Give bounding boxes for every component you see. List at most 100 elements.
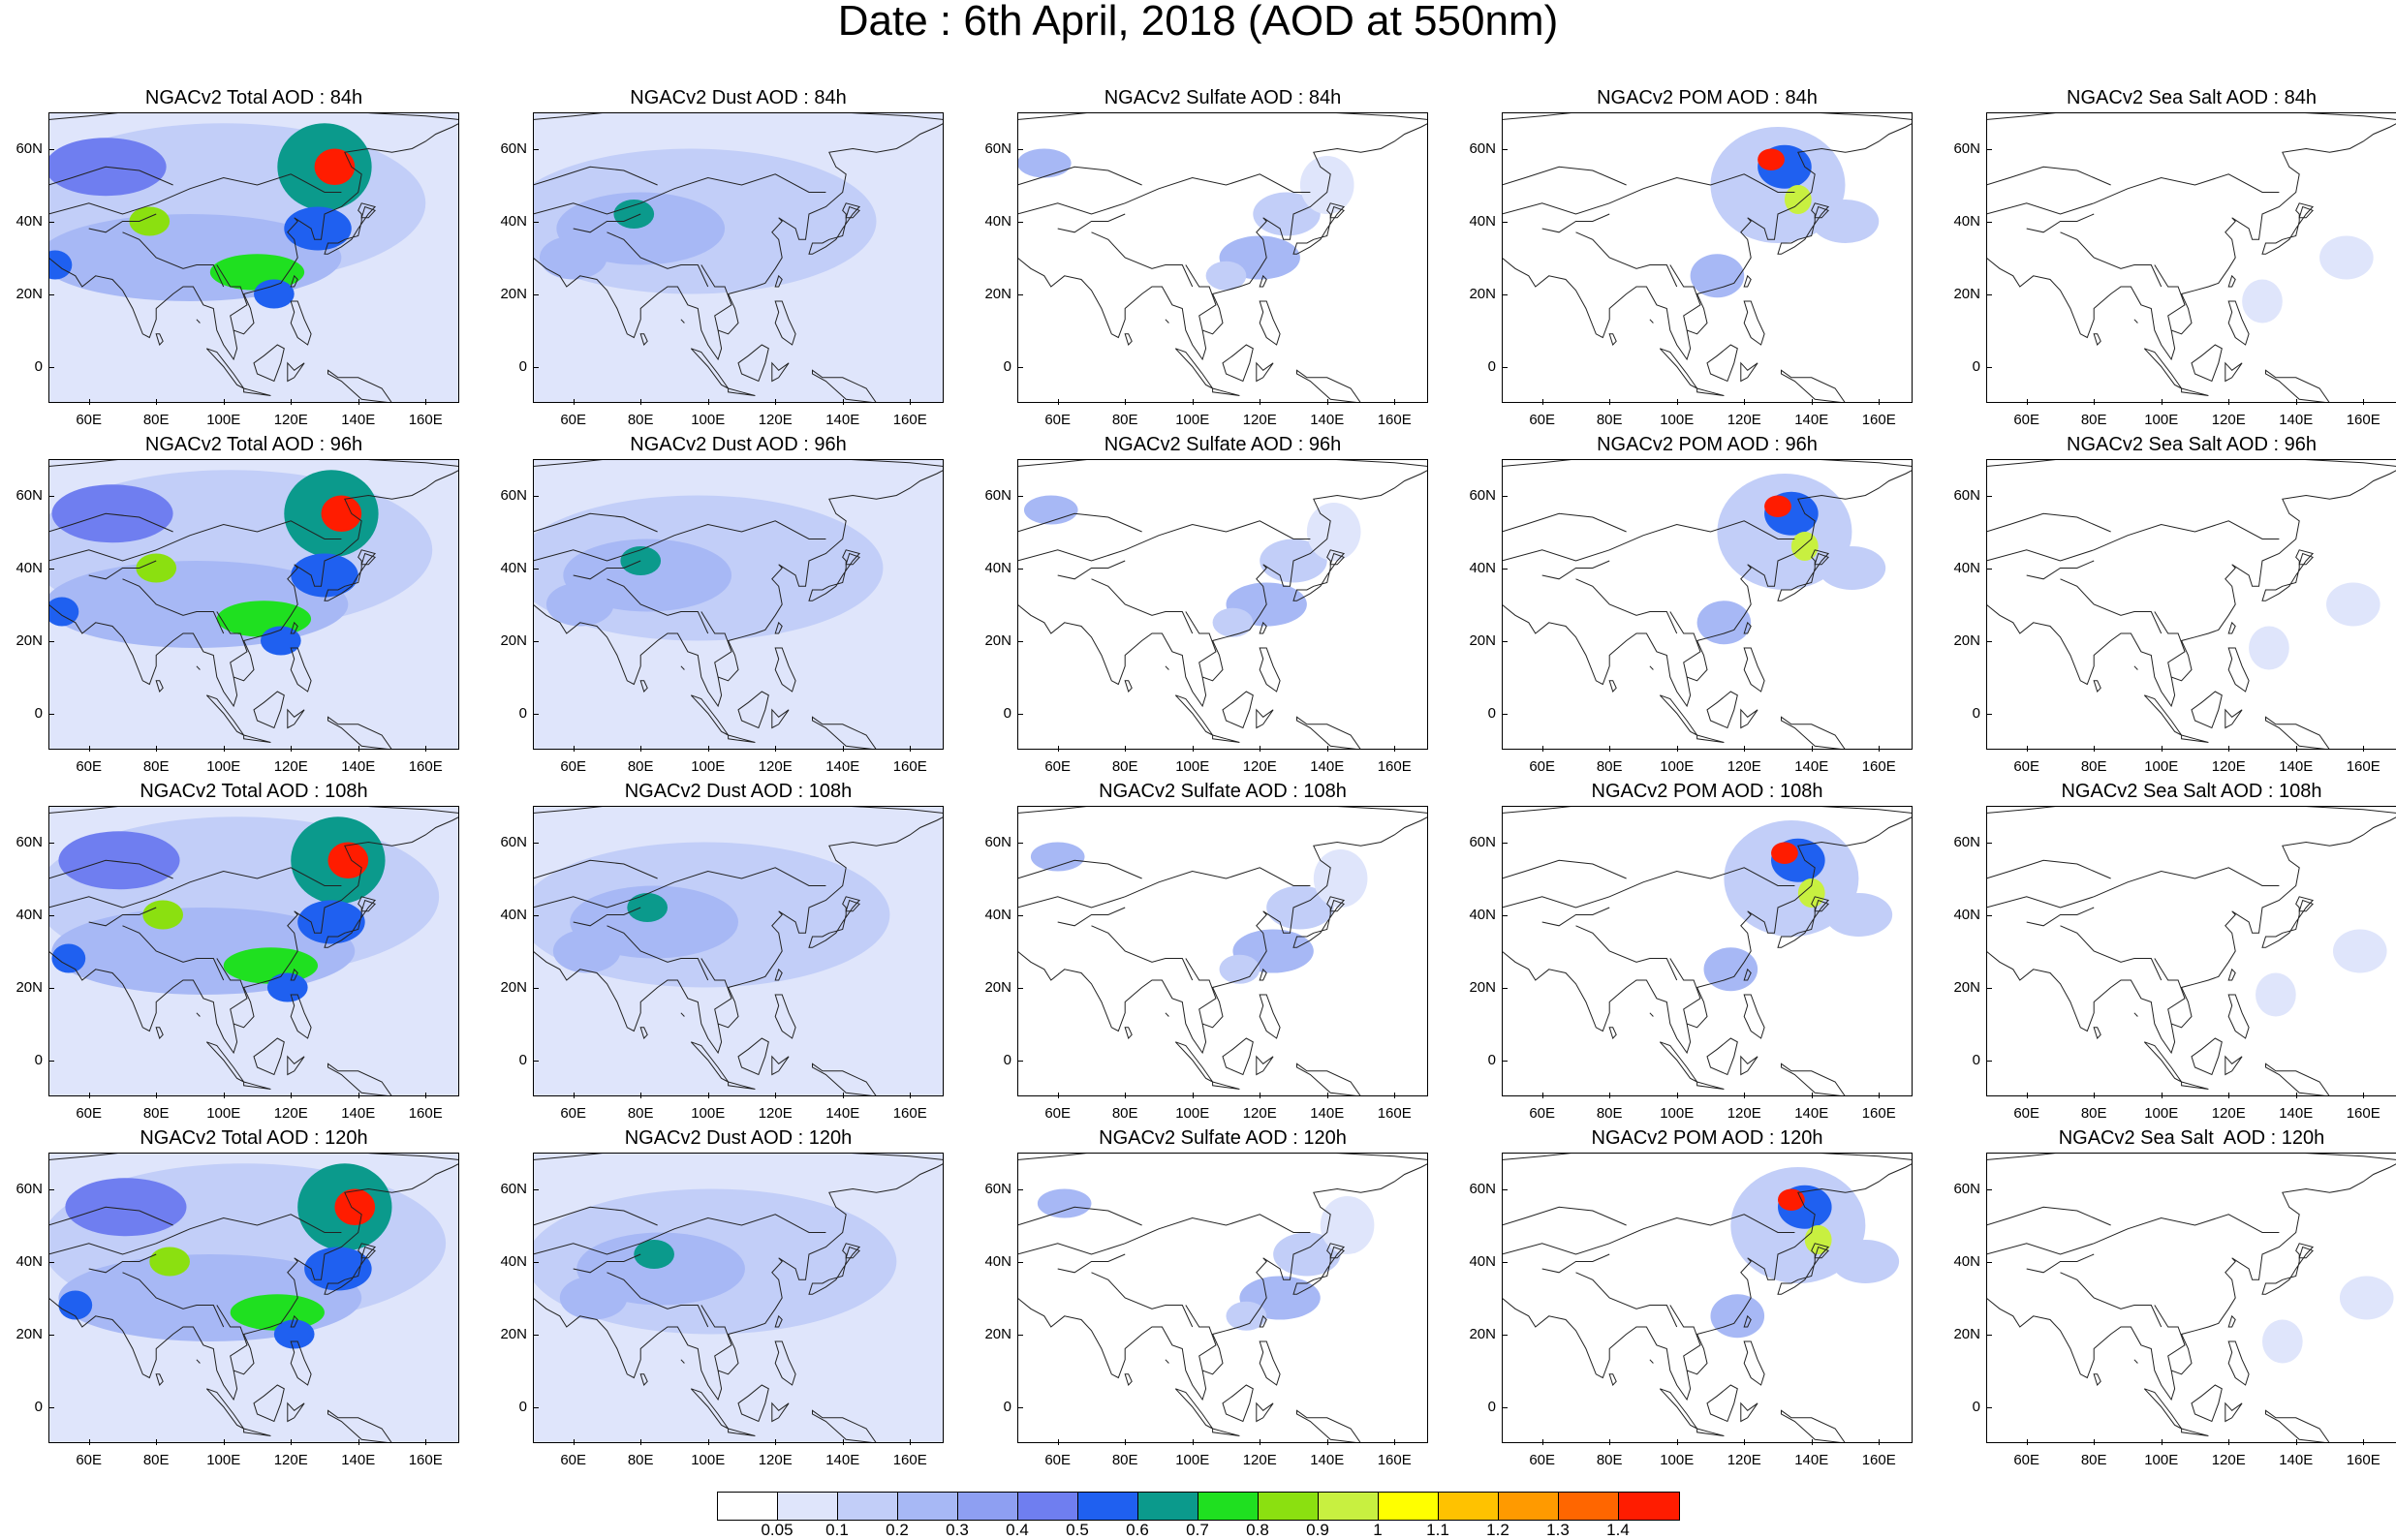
lon-tick xyxy=(842,1093,844,1098)
lon-label: 100E xyxy=(1660,412,1695,428)
aod-blob xyxy=(1831,1240,1900,1283)
lon-label: 120E xyxy=(1727,1105,1761,1122)
aod-field xyxy=(1502,112,1913,403)
coastline xyxy=(533,469,944,708)
aod-blob xyxy=(58,1290,93,1320)
lon-label: 100E xyxy=(691,758,726,775)
coastline xyxy=(1649,665,1654,670)
coastline xyxy=(1706,344,1738,383)
aod-blob xyxy=(1320,1196,1375,1254)
coastline xyxy=(48,173,342,215)
coastline xyxy=(573,560,641,580)
map-field xyxy=(1502,459,1913,750)
coastline xyxy=(2191,1037,2223,1076)
colorbar-label: 1.1 xyxy=(1426,1521,1449,1539)
coastline xyxy=(243,1081,271,1090)
map-field xyxy=(1986,1153,2396,1443)
map-panel: NGACv2 POM AOD : 108h 60N 40N 20N 0 60E 80E 100… xyxy=(1463,781,1947,1127)
coastline xyxy=(2026,213,2095,233)
lat-label: 0 xyxy=(1972,704,1980,722)
aod-blob xyxy=(129,206,171,236)
coastline xyxy=(607,231,709,288)
lat-label: 20N xyxy=(500,978,527,996)
lat-label: 0 xyxy=(34,704,43,722)
coastline xyxy=(1222,1384,1254,1423)
coastline xyxy=(196,319,201,323)
lon-tick xyxy=(573,399,575,405)
lon-tick xyxy=(291,399,293,405)
coastline xyxy=(1696,1428,1725,1436)
coastline xyxy=(2060,1272,2163,1328)
lat-tick xyxy=(1017,1188,1023,1190)
coastline xyxy=(533,1214,826,1255)
aod-blob xyxy=(314,148,356,185)
colorbar-swatch xyxy=(718,1493,778,1520)
coastline xyxy=(1502,1153,1913,1160)
coastline xyxy=(1649,1359,1654,1364)
lon-tick xyxy=(707,399,709,405)
lon-label: 160E xyxy=(408,412,443,428)
colorbar-swatch xyxy=(1198,1493,1259,1520)
map-panel: NGACv2 Sea Salt AOD : 84h 60N 40N 20N 0 60E 80… xyxy=(1947,87,2396,434)
lon-label: 140E xyxy=(341,758,376,775)
coastline xyxy=(1329,205,1345,219)
lat-tick xyxy=(1986,366,1992,368)
lon-tick xyxy=(88,1439,90,1445)
coastline xyxy=(680,1012,685,1017)
lon-label: 100E xyxy=(2144,412,2179,428)
coastline xyxy=(2227,994,2250,1039)
lon-tick xyxy=(1811,746,1813,752)
coastline xyxy=(2143,694,2183,736)
lat-label: 0 xyxy=(1487,1051,1496,1068)
lon-tick xyxy=(1676,1093,1678,1098)
lat-tick xyxy=(533,640,539,642)
lat-tick xyxy=(1986,1406,1992,1408)
coastline xyxy=(2225,361,2243,383)
lon-label: 60E xyxy=(2013,758,2040,775)
lon-tick xyxy=(88,1093,90,1098)
coastline xyxy=(1259,994,1281,1039)
lon-tick xyxy=(1394,1093,1396,1098)
lat-tick xyxy=(533,366,539,368)
lon-label: 140E xyxy=(1310,1452,1345,1468)
coastline xyxy=(2261,1243,2315,1295)
coastline xyxy=(1091,578,1194,634)
coastline xyxy=(1541,213,1610,233)
coastline xyxy=(533,1206,658,1226)
coastline xyxy=(88,1253,157,1274)
lon-label: 160E xyxy=(1377,758,1412,775)
coastline xyxy=(2133,319,2138,323)
lat-tick xyxy=(533,1188,539,1190)
coastline xyxy=(324,1243,377,1295)
lon-label: 60E xyxy=(1529,758,1556,775)
lon-label: 120E xyxy=(273,758,308,775)
map-panel: NGACv2 Total AOD : 84h 60N 40N 20N 0 60E 80E 10… xyxy=(10,87,494,434)
map-panel: NGACv2 Total AOD : 120h 60N 40N 20N 0 60E 80E 1… xyxy=(10,1127,494,1474)
coastline xyxy=(1057,907,1126,927)
lon-tick xyxy=(2228,399,2230,405)
aod-field xyxy=(1986,459,2396,750)
lon-label: 80E xyxy=(142,1105,170,1122)
coastline xyxy=(1986,520,2280,562)
map-panel: NGACv2 Sea Salt AOD : 96h 60N 40N 20N 0 60E 80… xyxy=(1947,434,2396,781)
lat-tick xyxy=(1986,293,1992,295)
colorbar-label: 0.8 xyxy=(1246,1521,1269,1539)
aod-blob xyxy=(1771,842,1798,864)
coastline xyxy=(324,896,377,948)
lat-tick xyxy=(1986,495,1992,497)
coastline xyxy=(1212,387,1240,396)
lat-label: 60N xyxy=(1469,139,1496,157)
colorbar-label: 0.3 xyxy=(946,1521,969,1539)
lon-label: 80E xyxy=(1596,1452,1623,1468)
lon-tick xyxy=(573,1093,575,1098)
colorbar-label: 0.9 xyxy=(1306,1521,1329,1539)
lon-tick xyxy=(358,1093,359,1098)
coastline xyxy=(1541,907,1610,927)
lon-label: 80E xyxy=(627,758,654,775)
lat-tick xyxy=(1502,713,1508,715)
lon-tick xyxy=(640,399,642,405)
coastline-overlay xyxy=(1017,1153,1428,1443)
lon-label: 100E xyxy=(206,1105,241,1122)
coastline xyxy=(1091,231,1194,288)
panel-title: NGACv2 Total AOD : 84h xyxy=(144,87,363,108)
